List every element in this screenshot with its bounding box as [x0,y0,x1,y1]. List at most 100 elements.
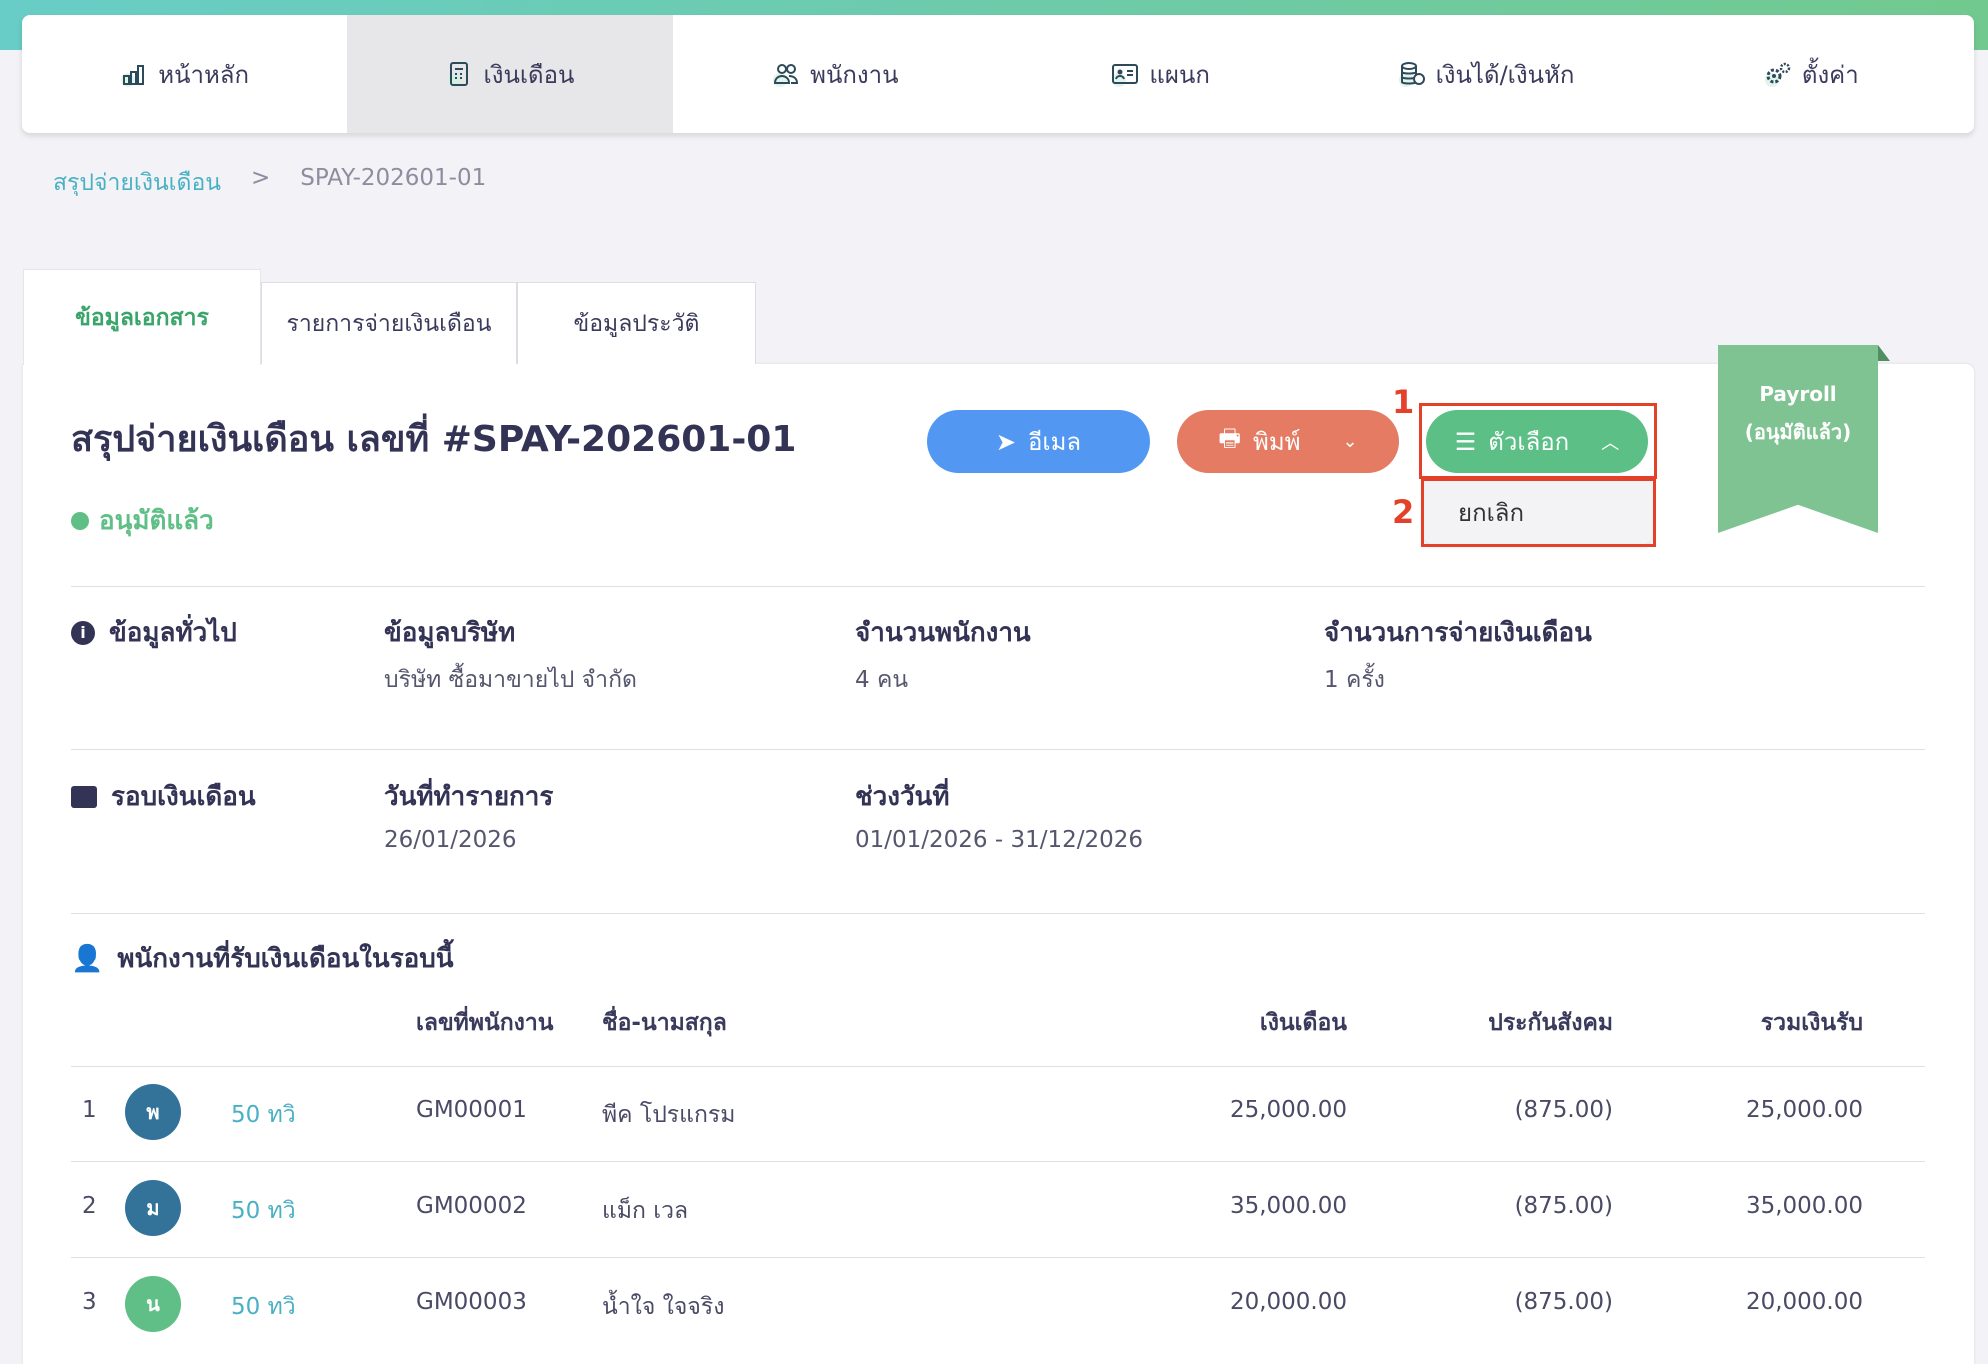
printer-icon: 🖶 [1218,424,1242,452]
divider [71,586,1925,587]
nav-label: แผนก [1149,60,1210,89]
tax-form-link[interactable]: 50 ทวิ [231,1102,296,1128]
row-number: 3 [82,1289,97,1315]
social-security: (875.00) [1514,1097,1613,1123]
nav-item-income-deduction[interactable]: เงินได้/เงินหัก [1323,15,1648,133]
row-divider [71,1257,1925,1258]
options-label: ตัวเลือก [1488,428,1570,456]
calculator-icon [446,62,468,87]
col-employee-id: เลขที่พนักงาน [416,1010,554,1036]
ribbon-line1: Payroll [1759,382,1837,406]
social-security: (875.00) [1514,1289,1613,1315]
menu-icon: ☰ [1454,427,1477,456]
ribbon-line2: (อนุมัติแล้ว) [1744,420,1852,444]
coins-icon [1398,62,1425,87]
total: 35,000.00 [1745,1193,1863,1219]
breadcrumb-parent-link[interactable]: สรุปจ่ายเงินเดือน [53,170,222,196]
col-name: ชื่อ-นามสกุล [602,1010,727,1036]
annotation-number-2: 2 [1392,493,1415,531]
nav-label: เงินเดือน [483,60,575,89]
nav-label: ตั้งค่า [1801,60,1859,89]
options-button[interactable]: ☰ ตัวเลือก ︿ [1426,410,1648,473]
users-icon [773,64,799,87]
employee-name: แม็ก เวล [602,1198,689,1224]
status-ribbon: Payroll (อนุมัติแล้ว) [1718,345,1878,533]
user-icon: 👤 [71,943,104,974]
col-total: รวมเงินรับ [1760,1010,1863,1036]
avatar: ม [125,1180,181,1236]
col-salary: เงินเดือน [1259,1010,1347,1036]
send-icon: ➤ [995,427,1016,456]
row-number: 1 [82,1097,97,1123]
section-cycle-label: รอบเงินเดือน [111,782,256,812]
pay-count-label: จำนวนการจ่ายเงินเดือน [1324,618,1592,648]
nav-label: หน้าหลัก [158,60,250,89]
employee-id: GM00003 [416,1289,527,1315]
divider [71,749,1925,750]
tab-payroll-items[interactable]: รายการจ่ายเงินเดือน [261,282,517,364]
tax-form-link[interactable]: 50 ทวิ [231,1198,296,1224]
annotation-number-1: 1 [1392,383,1415,421]
nav-label: พนักงาน [810,60,899,89]
id-card-icon [1112,64,1139,87]
avatar: พ [125,1084,181,1140]
tab-history[interactable]: ข้อมูลประวัติ [517,282,756,364]
salary: 25,000.00 [1229,1097,1347,1123]
nav-item-employees[interactable]: พนักงาน [673,15,998,133]
section-general: i ข้อมูลทั่วไป [71,612,237,653]
employee-id: GM00002 [416,1193,527,1219]
nav-item-payroll[interactable]: เงินเดือน [347,15,673,133]
annotation-box-2 [1421,478,1656,547]
section-cycle: รอบเงินเดือน [71,776,256,817]
chevron-down-icon[interactable]: ⌄ [1342,431,1358,452]
chevron-up-icon: ︿ [1601,432,1620,454]
row-number: 2 [82,1193,97,1219]
tab-document-info[interactable]: ข้อมูลเอกสาร [23,269,261,365]
page-title: สรุปจ่ายเงินเดือน เลขที่ #SPAY-202601-01 [71,419,797,460]
dropdown-item-cancel[interactable]: ยกเลิก [1424,481,1652,544]
employee-name: พีค โปรแกรม [602,1102,736,1128]
salary: 35,000.00 [1229,1193,1347,1219]
bar-chart-icon [121,65,145,87]
nav-item-department[interactable]: แผนก [998,15,1323,133]
breadcrumb-separator: > [251,165,271,191]
total: 20,000.00 [1745,1289,1863,1315]
status-text: อนุมัติแล้ว [99,506,214,536]
section-general-label: ข้อมูลทั่วไป [109,618,237,648]
date-range-label: ช่วงวันที่ [855,782,950,812]
status-dot [71,511,89,530]
company-label: ข้อมูลบริษัท [384,618,516,648]
nav-item-settings[interactable]: ตั้งค่า [1649,15,1974,133]
employee-count-label: จำนวนพนักงาน [855,618,1031,648]
wallet-icon [71,785,97,808]
section-employees: 👤 พนักงานที่รับเงินเดือนในรอบนี้ [71,938,454,979]
status-badge: อนุมัติแล้ว [71,500,214,541]
ribbon-fold [1878,345,1890,361]
nav-label: เงินได้/เงินหัก [1435,60,1575,89]
gears-icon [1764,62,1791,87]
date-range-value: 01/01/2026 - 31/12/2026 [855,827,1144,853]
total: 25,000.00 [1745,1097,1863,1123]
breadcrumb-current: SPAY-202601-01 [300,165,487,191]
transaction-date-value: 26/01/2026 [384,827,517,853]
salary: 20,000.00 [1229,1289,1347,1315]
pay-count-value: 1 ครั้ง [1324,667,1385,693]
main-nav: หน้าหลัก เงินเดือน พนักงาน แผนก เงินได้/… [22,15,1974,133]
breadcrumb: สรุปจ่ายเงินเดือน > SPAY-202601-01 [53,165,486,201]
email-button[interactable]: ➤ อีเมล [927,410,1150,473]
transaction-date-label: วันที่ทำรายการ [384,782,554,812]
tax-form-link[interactable]: 50 ทวิ [231,1294,296,1320]
print-button[interactable]: 🖶 พิมพ์ ⌄ [1177,410,1399,473]
employee-count-value: 4 คน [855,667,909,693]
employee-name: น้ำใจ ใจจริง [602,1294,725,1320]
company-value: บริษัท ซื้อมาขายไป จำกัด [384,667,637,693]
avatar: น [125,1276,181,1332]
row-divider [71,1161,1925,1162]
nav-item-home[interactable]: หน้าหลัก [22,15,347,133]
info-icon: i [71,620,95,645]
employee-id: GM00001 [416,1097,527,1123]
table-header-divider [71,1066,1925,1067]
print-label: พิมพ์ [1253,428,1301,456]
divider [71,913,1925,914]
annotation-box-1 [1419,403,1657,479]
